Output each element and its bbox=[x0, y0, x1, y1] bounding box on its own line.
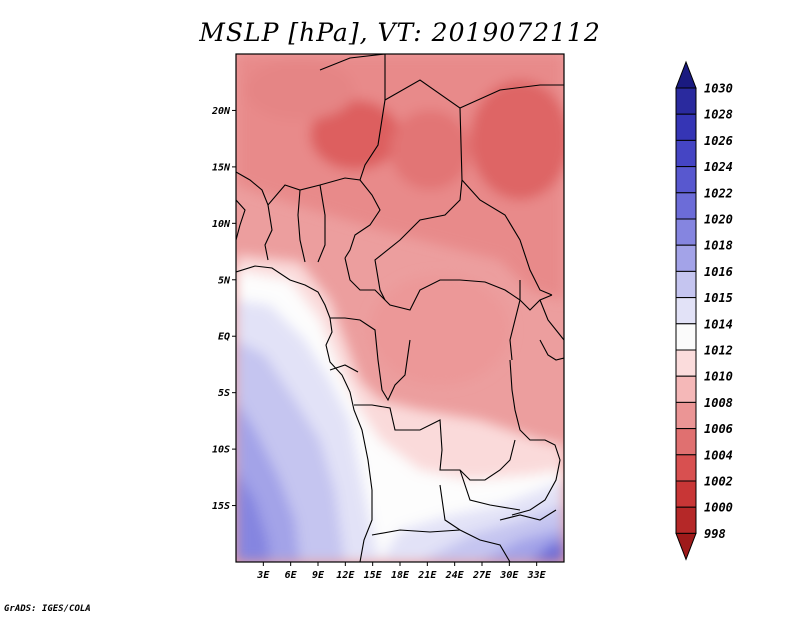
lat-label: 5S bbox=[218, 388, 230, 399]
lon-label: 24E bbox=[445, 570, 465, 581]
colorbar-swatch bbox=[675, 323, 697, 351]
lon-label: 30E bbox=[499, 570, 519, 581]
lon-label: 3E bbox=[256, 570, 270, 581]
lon-label: 21E bbox=[417, 570, 437, 581]
lon-label: 9E bbox=[312, 570, 325, 581]
lat-label: 15S bbox=[212, 501, 230, 512]
colorbar-label: 1024 bbox=[704, 160, 733, 174]
lat-label: 5N bbox=[218, 275, 231, 286]
colorbar-swatch bbox=[675, 349, 697, 377]
colorbar-swatch bbox=[675, 139, 697, 168]
colorbar-label: 1004 bbox=[704, 448, 733, 462]
colorbar-swatch bbox=[675, 218, 697, 246]
colorbar-label: 1026 bbox=[704, 134, 733, 148]
lat-label: 10N bbox=[212, 219, 231, 230]
colorbar-swatch bbox=[675, 454, 697, 482]
lat-label: 15N bbox=[212, 162, 231, 173]
colorbar-label: 1010 bbox=[704, 370, 733, 384]
colorbar-swatch bbox=[675, 270, 697, 299]
colorbar-swatch bbox=[675, 166, 697, 194]
colorbar-label: 998 bbox=[704, 527, 726, 541]
longitude-ticks: 3E 6E 9E 12E 15E 18E 21E 24E 27E 30E 33E bbox=[256, 562, 547, 581]
colorbar: 1030 1028 1026 1024 1022 1020 1018 1016 1015 1014… bbox=[675, 60, 733, 561]
colorbar-swatch bbox=[675, 297, 697, 325]
lat-label: 10S bbox=[212, 445, 230, 456]
lon-label: 12E bbox=[336, 570, 355, 581]
lon-label: 33E bbox=[527, 570, 547, 581]
lon-label: 6E bbox=[285, 570, 298, 581]
lon-label: 15E bbox=[364, 570, 383, 581]
colorbar-label: 1002 bbox=[704, 475, 733, 489]
colorbar-label: 1000 bbox=[704, 501, 733, 515]
colorbar-swatch bbox=[675, 244, 697, 272]
colorbar-cap-bottom bbox=[675, 532, 697, 561]
colorbar-swatch bbox=[675, 428, 697, 456]
colorbar-label: 1008 bbox=[704, 396, 733, 410]
colorbar-label: 1012 bbox=[704, 344, 733, 358]
colorbar-label: 1015 bbox=[704, 291, 733, 305]
colorbar-label: 1006 bbox=[704, 422, 733, 436]
pressure-field bbox=[236, 54, 564, 562]
colorbar-label: 1016 bbox=[704, 265, 733, 279]
lat-label: 20N bbox=[211, 106, 231, 117]
colorbar-label: 1028 bbox=[704, 108, 733, 122]
colorbar-label: 1030 bbox=[704, 82, 733, 96]
colorbar-cap-top bbox=[675, 60, 697, 89]
colorbar-label: 1018 bbox=[704, 239, 733, 253]
latitude-ticks: 20N 15N 10N 5N EQ 5S 10S 15S bbox=[211, 106, 236, 512]
colorbar-label: 1020 bbox=[704, 213, 733, 227]
colorbar-swatch bbox=[675, 375, 697, 403]
grads-credit: GrADS: IGES/COLA bbox=[4, 604, 91, 614]
colorbar-label: 1022 bbox=[704, 186, 733, 200]
colorbar-label: 1014 bbox=[704, 317, 733, 331]
colorbar-swatch bbox=[675, 113, 697, 141]
colorbar-swatch bbox=[675, 192, 697, 220]
colorbar-swatch bbox=[675, 480, 697, 508]
colorbar-swatch bbox=[675, 401, 697, 430]
lat-label: EQ bbox=[218, 332, 230, 343]
colorbar-swatch bbox=[675, 506, 697, 534]
colorbar-swatch bbox=[675, 87, 697, 115]
lon-label: 18E bbox=[391, 570, 410, 581]
map-title: MSLP [hPa], VT: 2019072112 bbox=[199, 18, 601, 47]
lon-label: 27E bbox=[472, 570, 492, 581]
